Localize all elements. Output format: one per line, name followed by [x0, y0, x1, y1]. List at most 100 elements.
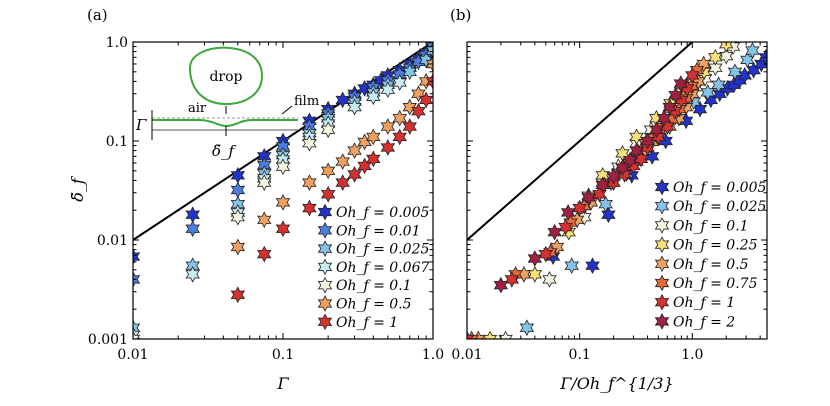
legend-label: Oh_f = 0.25	[673, 238, 758, 254]
data-point	[230, 166, 246, 184]
data-point	[711, 76, 726, 94]
data-point	[708, 48, 723, 66]
data-point	[230, 181, 246, 199]
reference-line	[467, 42, 694, 241]
data-point	[549, 238, 565, 256]
data-point	[754, 55, 767, 73]
inset-schematic: drop air film Γ δ̃_f	[135, 46, 319, 160]
legend-label: Oh_f = 0.005	[336, 205, 429, 221]
data-point	[411, 85, 426, 103]
data-point	[302, 134, 317, 152]
data-point	[302, 174, 317, 191]
legend-label: Oh_f = 0.75	[673, 276, 758, 292]
x-axis-label-b: Γ/Oh_f^{1/3}	[559, 374, 673, 393]
data-point	[685, 67, 700, 84]
data-point	[585, 257, 600, 275]
data-point	[275, 220, 291, 238]
data-point	[656, 109, 672, 127]
panel-label-b: (b)	[450, 6, 471, 24]
data-point	[411, 102, 426, 120]
data-point	[640, 132, 655, 150]
data-point	[185, 206, 200, 224]
data-point	[302, 199, 317, 217]
data-point	[708, 59, 723, 77]
legend-marker	[317, 221, 333, 239]
data-point	[538, 245, 553, 263]
legend-marker	[654, 236, 670, 253]
data-point	[335, 174, 350, 191]
x-tick-label: 1.0	[422, 347, 444, 363]
legend-label: Oh_f = 0.025	[336, 242, 429, 258]
legend-label: Oh_f = 0.067	[336, 260, 429, 276]
legend-marker	[654, 293, 670, 311]
legend-marker	[654, 255, 670, 273]
y-tick-label: 0.1	[106, 134, 128, 150]
data-point	[629, 142, 644, 159]
legend-marker	[654, 217, 670, 234]
data-point	[696, 55, 711, 73]
inset-gamma-label: Γ	[135, 116, 147, 134]
data-point	[668, 86, 683, 104]
data-point	[527, 265, 543, 283]
data-point	[595, 176, 610, 194]
data-point	[542, 271, 557, 288]
data-point	[392, 74, 407, 91]
data-point	[558, 218, 573, 236]
data-point	[758, 48, 767, 66]
panel-label-a: (a)	[87, 6, 108, 24]
inset-air-label: air	[188, 101, 207, 116]
x-tick-label: 0.1	[569, 347, 591, 363]
data-point	[366, 128, 381, 146]
data-point	[564, 257, 579, 275]
panel-b: (b) 0.01 0.1 1.0 Γ/Oh_f^{1/3} Oh_f = 0.005…	[450, 6, 768, 393]
legend-marker	[317, 258, 333, 276]
data-point	[673, 75, 689, 92]
data-point	[335, 153, 350, 170]
legend-marker	[317, 203, 333, 221]
legend-marker	[654, 178, 670, 196]
x-tick-label: 0.01	[117, 347, 148, 363]
legend-label: Oh_f = 0.5	[673, 257, 749, 273]
y-tick-label: 0.01	[97, 233, 128, 249]
data-point	[320, 185, 336, 203]
panel-b-axes: 0.01 0.1 1.0	[451, 41, 767, 363]
data-point	[662, 98, 677, 116]
data-point	[504, 271, 520, 288]
data-point	[601, 206, 616, 224]
data-point	[592, 185, 607, 203]
data-point	[133, 330, 141, 339]
legend-marker	[654, 274, 670, 292]
data-point	[185, 265, 200, 283]
y-tick-label: 1.0	[106, 35, 128, 51]
y-tick-label: 0.001	[88, 332, 128, 348]
legend-a: Oh_f = 0.005 Oh_f = 0.01 Oh_f = 0.025 Oh_f …	[317, 203, 429, 331]
legend-marker	[317, 313, 333, 331]
legend-label: Oh_f = 0.1	[673, 218, 749, 234]
data-point	[745, 42, 760, 59]
data-point	[230, 286, 246, 304]
data-point	[527, 250, 543, 267]
legend-label: Oh_f = 0.1	[336, 278, 412, 294]
drop-outline	[188, 46, 264, 106]
data-point	[380, 118, 396, 135]
data-point	[660, 118, 675, 135]
data-point	[366, 88, 381, 106]
data-point	[560, 204, 576, 221]
data-point	[133, 248, 141, 265]
data-point	[493, 276, 509, 294]
data-point	[727, 63, 743, 81]
x-tick-label: 1.0	[681, 347, 703, 363]
film-interface	[152, 119, 298, 128]
legend-label: Oh_f = 0.005	[673, 180, 766, 196]
data-point	[519, 319, 535, 337]
data-point	[719, 42, 734, 53]
panel-b-marks	[467, 42, 767, 339]
data-point	[402, 118, 418, 135]
data-point	[498, 330, 513, 339]
data-point	[402, 98, 418, 116]
legend-marker	[317, 295, 333, 312]
data-point	[347, 98, 362, 116]
data-point	[320, 162, 336, 180]
